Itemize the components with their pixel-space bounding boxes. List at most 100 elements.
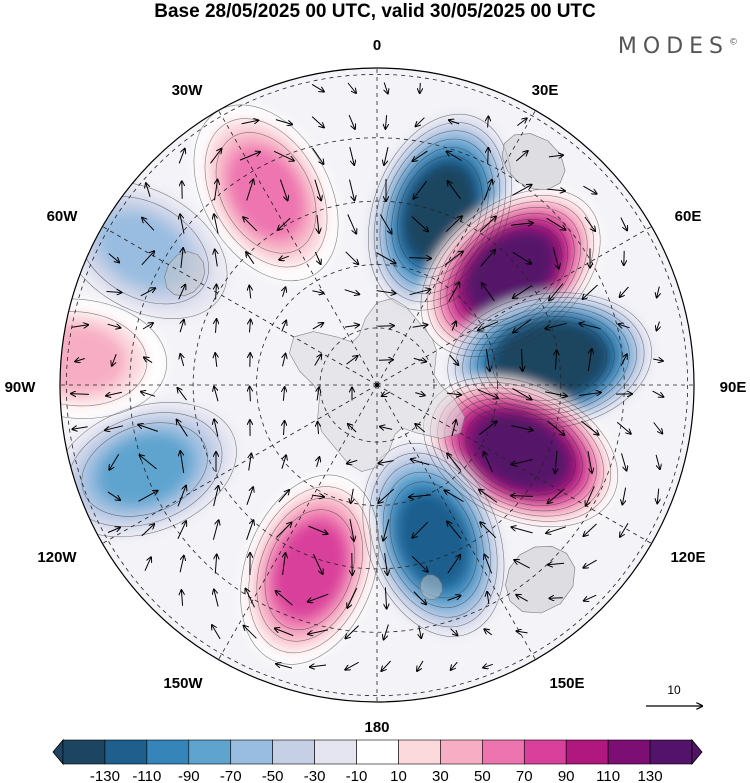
- wind-arrow-45: [347, 214, 356, 233]
- anomaly-contour-5-1: [240, 474, 380, 665]
- wind-arrow-222: [583, 559, 597, 568]
- wind-arrow-153: [478, 421, 496, 436]
- wind-arrow-181: [278, 490, 289, 503]
- wind-arrow-207: [584, 523, 597, 536]
- wind-arrow-134: [446, 393, 461, 395]
- colorbar-swatch-11: [523, 739, 567, 765]
- wind-arrow-237: [244, 626, 257, 639]
- wind-arrow-28: [246, 180, 254, 201]
- wind-arrow-100: [513, 319, 532, 333]
- wind-arrow-101: [545, 322, 567, 328]
- anomaly-contour-0-3: [379, 130, 501, 295]
- wind-arrow-67: [552, 247, 559, 268]
- wind-arrow-193: [107, 528, 120, 533]
- wind-arrow-195: [177, 521, 186, 540]
- wind-arrow-201: [383, 519, 390, 540]
- wind-arrow-92: [250, 320, 251, 333]
- wind-arrow-241: [384, 624, 389, 640]
- anomaly-contour-5-4: [264, 509, 355, 630]
- anomaly-lobe-1-7: [466, 231, 555, 315]
- wind-arrow-94: [312, 323, 323, 330]
- land-fragment-1: [505, 545, 576, 614]
- wind-arrow-5: [275, 119, 292, 125]
- wind-arrow-186: [445, 490, 464, 503]
- wind-arrow-180: [246, 487, 253, 505]
- anomaly-contour-0-2: [373, 122, 506, 303]
- wind-arrow-46: [379, 214, 391, 234]
- wind-arrow-56: [181, 248, 183, 268]
- colorbar-tick-4: -50: [262, 768, 284, 783]
- wind-arrow-227: [308, 593, 329, 602]
- wind-arrow-190: [586, 486, 595, 505]
- wind-arrow-85: [620, 286, 629, 297]
- wind-arrow-202: [412, 521, 429, 538]
- wind-arrow-154: [511, 425, 532, 431]
- lon-label-60w: 60W: [47, 208, 79, 225]
- wind-arrow-183: [351, 488, 354, 503]
- wind-arrow-125: [141, 392, 156, 397]
- wind-arrow-62: [376, 252, 395, 264]
- wind-arrow-115: [413, 358, 426, 361]
- wind-arrow-77: [344, 289, 360, 295]
- wind-arrow-4: [241, 120, 259, 123]
- wind-arrow-199: [308, 525, 327, 534]
- wind-arrow-158: [653, 422, 663, 434]
- colorbar-tick-12: 110: [596, 768, 620, 783]
- wind-arrow-129: [283, 387, 284, 401]
- lon-label-90e: 90E: [720, 379, 747, 396]
- wind-arrow-205: [511, 527, 533, 534]
- wind-arrow-91: [216, 319, 217, 333]
- wind-arrow-170: [484, 452, 493, 473]
- map-border: [59, 67, 695, 703]
- colorbar-swatch-9: [440, 739, 483, 765]
- wind-arrow-64: [444, 251, 463, 266]
- wind-arrow-232: [487, 592, 489, 605]
- wind-arrow-191: [622, 487, 625, 505]
- wind-arrow-187: [479, 490, 498, 503]
- colorbar-extend-low: [52, 738, 64, 766]
- wind-arrow-150: [380, 427, 393, 430]
- graticule: [60, 68, 694, 702]
- wind-arrow-79: [409, 289, 431, 296]
- wind-arrow-200: [349, 519, 354, 541]
- anomaly-contour-4-1: [362, 442, 505, 637]
- wind-arrow-38: [583, 185, 596, 194]
- wind-arrow-30: [314, 179, 321, 201]
- wind-arrow-250: [417, 660, 424, 671]
- wind-arrow-124: [106, 391, 123, 396]
- lon-label-30e: 30E: [532, 82, 559, 99]
- wind-arrow-50: [511, 223, 533, 225]
- colorbar-tick-1: -110: [132, 768, 161, 783]
- wind-arrow-172: [555, 450, 557, 473]
- wind-arrow-33: [413, 180, 428, 199]
- wind-arrow-41: [214, 214, 219, 234]
- wind-arrow-10: [449, 120, 460, 124]
- wind-arrow-8: [385, 115, 386, 129]
- colorbar-extend-high: [691, 738, 703, 766]
- wind-arrow-127: [214, 387, 219, 402]
- lon-label-0: 0: [373, 37, 381, 54]
- wind-arrow-9: [416, 117, 425, 127]
- wind-arrow-88: [107, 324, 121, 328]
- wind-arrow-247: [310, 665, 327, 667]
- wind-arrow-104: [657, 321, 660, 331]
- meridian-300: [102, 226, 378, 386]
- wind-arrow-97: [412, 325, 428, 328]
- wind-arrow-155: [547, 420, 565, 435]
- wind-arrow-81: [482, 283, 495, 302]
- wind-arrow-242: [419, 625, 421, 638]
- wind-arrow-43: [278, 217, 291, 230]
- wind-arrow-75: [283, 287, 286, 297]
- wind-arrow-159: [109, 454, 120, 469]
- wind-arrow-219: [484, 555, 493, 574]
- wind-arrow-177: [138, 491, 157, 502]
- wind-arrow-1: [347, 82, 356, 93]
- anomaly-contour-7-3: [215, 132, 317, 254]
- wind-arrow-161: [180, 451, 185, 473]
- wind-arrow-21: [447, 152, 462, 161]
- wind-arrow-93: [281, 321, 286, 332]
- colorbar-tick-7: 10: [390, 768, 407, 783]
- wind-arrow-252: [483, 664, 493, 667]
- anomaly-contour-7-2: [204, 118, 328, 268]
- wind-arrow-96: [378, 326, 394, 327]
